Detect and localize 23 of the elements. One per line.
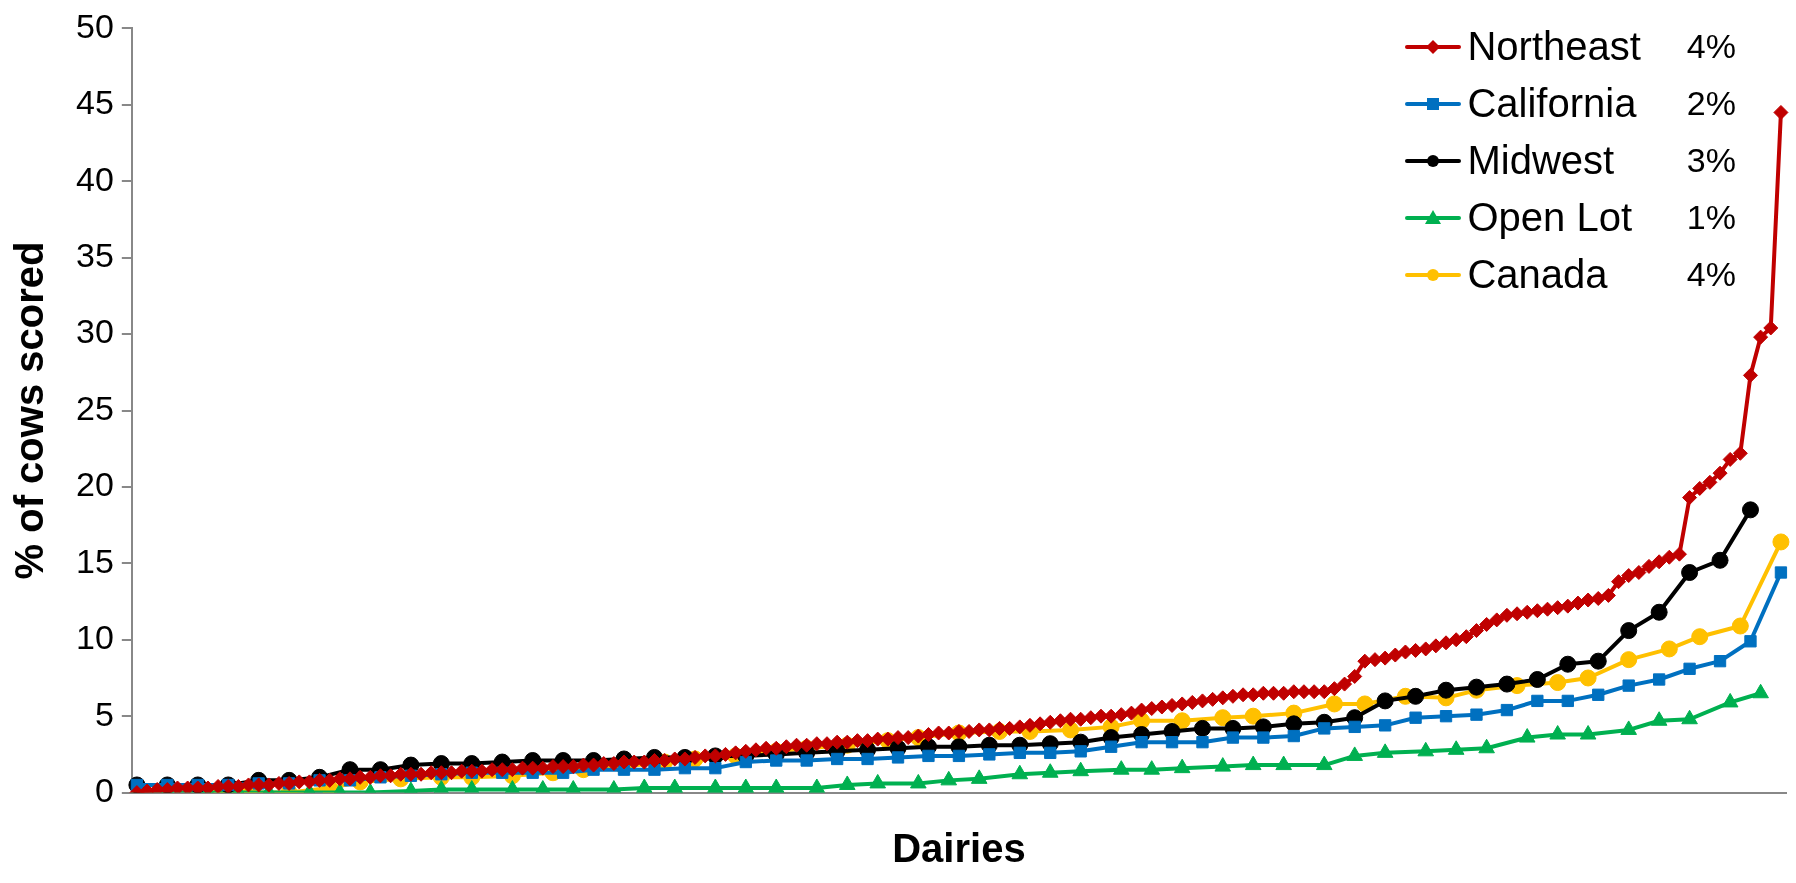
y-tick-label: 50 [75, 6, 114, 45]
legend-label: Canada [1467, 252, 1609, 298]
legend-label: Northeast [1467, 24, 1641, 70]
annotation: 3% [1685, 141, 1736, 181]
y-tick-label: 35 [75, 236, 114, 275]
y-tick-label: 25 [75, 388, 114, 427]
y-tick-label: 15 [75, 541, 114, 580]
y-tick-label: 45 [75, 83, 114, 122]
y-tick-label: 0 [94, 770, 114, 809]
legend-label: California [1467, 81, 1638, 127]
annotation: 4% [1685, 27, 1736, 67]
y-tick-label: 20 [75, 465, 114, 504]
y-tick-label: 30 [75, 312, 114, 351]
annotation: 4% [1685, 255, 1736, 295]
y-tick-label: 10 [75, 618, 114, 657]
y-tick-label: 40 [75, 159, 114, 198]
y-axis-title: % of cows scored [7, 241, 52, 580]
y-tick-label: 5 [94, 694, 114, 733]
legend-label: Open Lot [1467, 195, 1633, 241]
x-axis-title: Dairies [892, 826, 1026, 871]
legend-label: Midwest [1467, 138, 1616, 184]
annotation: 2% [1685, 84, 1736, 124]
annotation: 1% [1685, 198, 1736, 238]
